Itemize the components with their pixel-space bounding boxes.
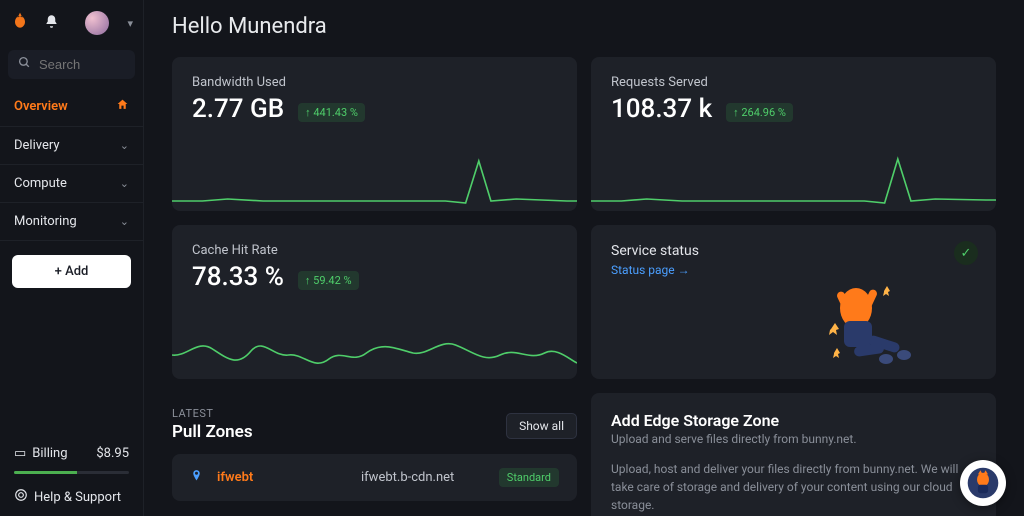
nav-billing[interactable]: ▭Billing $8.95 (0, 436, 143, 471)
search-icon (18, 56, 31, 73)
storage-description: Upload, host and deliver your files dire… (611, 460, 976, 514)
pin-icon (190, 469, 203, 486)
bandwidth-value: 2.77 GB (192, 94, 284, 124)
nav-compute[interactable]: Compute ⌄ (0, 165, 143, 203)
page-title: Hello Munendra (172, 14, 996, 39)
cache-sparkline (172, 309, 577, 379)
home-icon (116, 98, 129, 115)
card-icon: ▭ (14, 446, 26, 461)
add-button-label: + Add (55, 264, 89, 279)
chat-widget[interactable] (960, 460, 1006, 506)
billing-amount: $8.95 (96, 446, 129, 461)
nav-overview-label: Overview (14, 99, 68, 114)
bandwidth-label: Bandwidth Used (192, 75, 557, 90)
requests-label: Requests Served (611, 75, 976, 90)
search-box[interactable] (8, 50, 135, 79)
cache-card: Cache Hit Rate 78.33 % ↑ 59.42 % (172, 225, 577, 379)
nav-delivery-label: Delivery (14, 138, 60, 153)
storage-card: Add Edge Storage Zone Upload and serve f… (591, 393, 996, 516)
sidebar: ▾ Overview Delivery ⌄ Compute ⌄ Monitori… (0, 0, 144, 516)
pullzone-name: ifwebt (217, 470, 347, 485)
avatar[interactable] (85, 11, 109, 35)
pullzones-section: LATEST Pull Zones Show all ifwebt ifwebt… (172, 393, 577, 516)
user-menu-chevron-icon[interactable]: ▾ (127, 17, 133, 30)
status-title: Service status (611, 243, 976, 259)
top-bar: ▾ (0, 0, 143, 46)
add-button[interactable]: + Add (12, 255, 131, 288)
pullzone-row[interactable]: ifwebt ifwebt.b-cdn.net Standard (172, 454, 577, 501)
storage-title: Add Edge Storage Zone (611, 411, 976, 430)
nav-delivery[interactable]: Delivery ⌄ (0, 127, 143, 165)
mascot-illustration (796, 263, 936, 373)
bandwidth-card: Bandwidth Used 2.77 GB ↑ 441.43 % (172, 57, 577, 211)
bandwidth-delta: ↑ 441.43 % (298, 103, 365, 122)
billing-progress (14, 471, 129, 474)
nav-monitoring[interactable]: Monitoring ⌄ (0, 203, 143, 241)
logo-icon[interactable] (10, 11, 30, 36)
chevron-down-icon: ⌄ (120, 177, 129, 190)
requests-value: 108.37 k (611, 94, 712, 124)
nav-monitoring-label: Monitoring (14, 214, 77, 229)
billing-label: ▭Billing (14, 446, 68, 461)
storage-subtitle: Upload and serve files directly from bun… (611, 432, 976, 446)
requests-card: Requests Served 108.37 k ↑ 264.96 % (591, 57, 996, 211)
cache-delta: ↑ 59.42 % (298, 271, 359, 290)
notifications-icon[interactable] (44, 14, 59, 33)
nav-compute-label: Compute (14, 176, 67, 191)
cache-label: Cache Hit Rate (192, 243, 557, 258)
bandwidth-sparkline (172, 141, 577, 211)
requests-delta: ↑ 264.96 % (726, 103, 793, 122)
pullzone-badge: Standard (499, 468, 559, 487)
search-input[interactable] (39, 57, 125, 72)
status-ok-icon: ✓ (954, 241, 978, 265)
service-status-card: Service status Status page → ✓ (591, 225, 996, 379)
help-icon (14, 488, 28, 506)
chevron-down-icon: ⌄ (120, 215, 129, 228)
pullzone-host: ifwebt.b-cdn.net (361, 470, 485, 485)
main-content: Hello Munendra Bandwidth Used 2.77 GB ↑ … (144, 0, 1024, 516)
help-label: Help & Support (34, 490, 121, 505)
nav-overview[interactable]: Overview (0, 87, 143, 127)
cache-value: 78.33 % (192, 262, 284, 292)
show-all-button[interactable]: Show all (506, 413, 577, 439)
nav-help[interactable]: Help & Support (0, 478, 143, 516)
requests-sparkline (591, 141, 996, 211)
chevron-down-icon: ⌄ (120, 139, 129, 152)
